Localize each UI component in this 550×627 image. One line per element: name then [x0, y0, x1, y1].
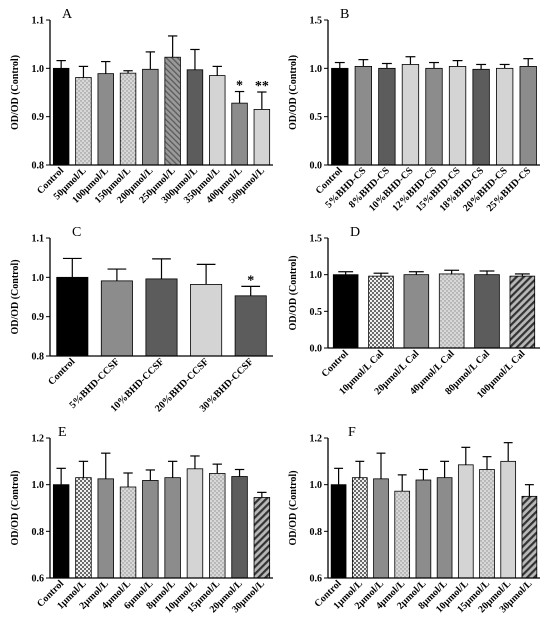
bar [332, 274, 359, 349]
bar [415, 479, 432, 579]
y-tick-label: 1.0 [310, 480, 323, 491]
y-tick-label: 1.2 [32, 434, 45, 445]
bar [368, 275, 394, 349]
bar [100, 280, 133, 357]
bar [403, 274, 430, 349]
bar [479, 469, 495, 579]
bar [373, 478, 389, 579]
bar [119, 72, 137, 166]
significance-label: * [236, 79, 243, 94]
bar [457, 464, 474, 579]
y-tick-label: 1.0 [310, 270, 323, 281]
y-tick-label: 0.9 [32, 112, 45, 123]
y-axis-label: OD/OD (Control) [10, 470, 21, 545]
bar [75, 77, 92, 166]
bar [436, 477, 453, 579]
bar [331, 67, 349, 166]
panel-letter: C [72, 225, 81, 240]
category-label: Control [46, 356, 77, 387]
bar [472, 68, 490, 166]
y-tick-label: 0.0 [310, 344, 323, 355]
bar [164, 56, 181, 166]
bar [56, 276, 89, 357]
bar [97, 73, 114, 166]
y-axis-label: OD/OD (Control) [288, 55, 299, 130]
bar [500, 460, 517, 579]
y-tick-label: 0.0 [310, 161, 323, 172]
bar [164, 477, 181, 579]
bar [52, 67, 70, 166]
bar [354, 66, 372, 166]
bar [231, 102, 248, 166]
bar [119, 486, 137, 579]
y-tick-label: 1.5 [310, 234, 323, 245]
bar [253, 497, 271, 579]
y-tick-label: 1.5 [310, 16, 323, 27]
panel-c: COD/OD (Control)0.80.91.01.1Control5%BHD… [10, 225, 273, 414]
bar [425, 67, 443, 166]
y-tick-label: 1.0 [32, 480, 45, 491]
panel-e: EOD/OD (Control)0.60.81.01.2Control1μmol… [10, 425, 273, 615]
y-axis-label: OD/OD (Control) [288, 470, 299, 545]
bar [253, 109, 271, 166]
bar [378, 67, 396, 166]
panel-letter: E [58, 425, 67, 440]
panel-d: DOD/OD (Control)0.00.51.01.5Control10μmo… [288, 225, 540, 401]
y-tick-label: 1.2 [310, 434, 323, 445]
bar [394, 490, 411, 579]
bar [209, 473, 226, 579]
bar [234, 295, 267, 357]
bar [186, 468, 204, 579]
bar [145, 278, 178, 357]
bar [496, 67, 514, 166]
significance-label: * [247, 273, 254, 288]
y-tick-label: 0.5 [310, 112, 323, 123]
y-tick-label: 0.8 [32, 161, 45, 172]
y-tick-label: 1.1 [32, 234, 45, 245]
panel-letter: D [350, 225, 360, 240]
y-tick-label: 0.8 [32, 527, 45, 538]
y-tick-label: 1.1 [32, 16, 45, 27]
y-tick-label: 0.8 [32, 352, 45, 363]
category-label: Control [320, 348, 351, 379]
bar [52, 484, 70, 579]
y-tick-label: 1.0 [310, 64, 323, 75]
y-tick-label: 0.9 [32, 312, 45, 323]
bar [186, 69, 204, 166]
bar [438, 273, 465, 349]
y-tick-label: 0.6 [32, 574, 45, 585]
y-tick-label: 0.5 [310, 307, 323, 318]
panel-letter: F [348, 425, 356, 440]
bar [509, 275, 536, 349]
significance-label: ** [255, 79, 269, 94]
y-tick-label: 1.0 [32, 273, 45, 284]
panel-f: FOD/OD (Control)0.60.81.01.2Control1μmol… [288, 425, 540, 615]
y-axis-label: OD/OD (Control) [288, 255, 299, 330]
y-axis-label: OD/OD (Control) [10, 259, 21, 334]
bar [521, 495, 538, 579]
bar [190, 284, 223, 357]
bar [75, 477, 92, 579]
y-tick-label: 0.8 [310, 527, 323, 538]
panel-a: AOD/OD (Control)0.80.91.01.1Control50μmo… [10, 7, 273, 206]
y-tick-label: 1.0 [32, 64, 45, 75]
y-tick-label: 0.6 [310, 574, 323, 585]
bar [209, 75, 226, 166]
panel-letter: B [340, 7, 349, 22]
panels-group: AOD/OD (Control)0.80.91.01.1Control50μmo… [10, 7, 540, 615]
bar [351, 477, 368, 579]
panel-letter: A [62, 7, 73, 22]
bar [142, 68, 159, 166]
bar [401, 64, 420, 166]
bar [519, 66, 537, 166]
bar [231, 476, 248, 579]
panel-b: BOD/OD (Control)0.00.51.01.5Control5%BHD… [288, 7, 540, 214]
bar [142, 480, 159, 579]
bar [97, 478, 114, 579]
y-axis-label: OD/OD (Control) [10, 55, 21, 130]
bar [330, 484, 347, 579]
bar [474, 274, 500, 349]
bar [448, 66, 467, 166]
